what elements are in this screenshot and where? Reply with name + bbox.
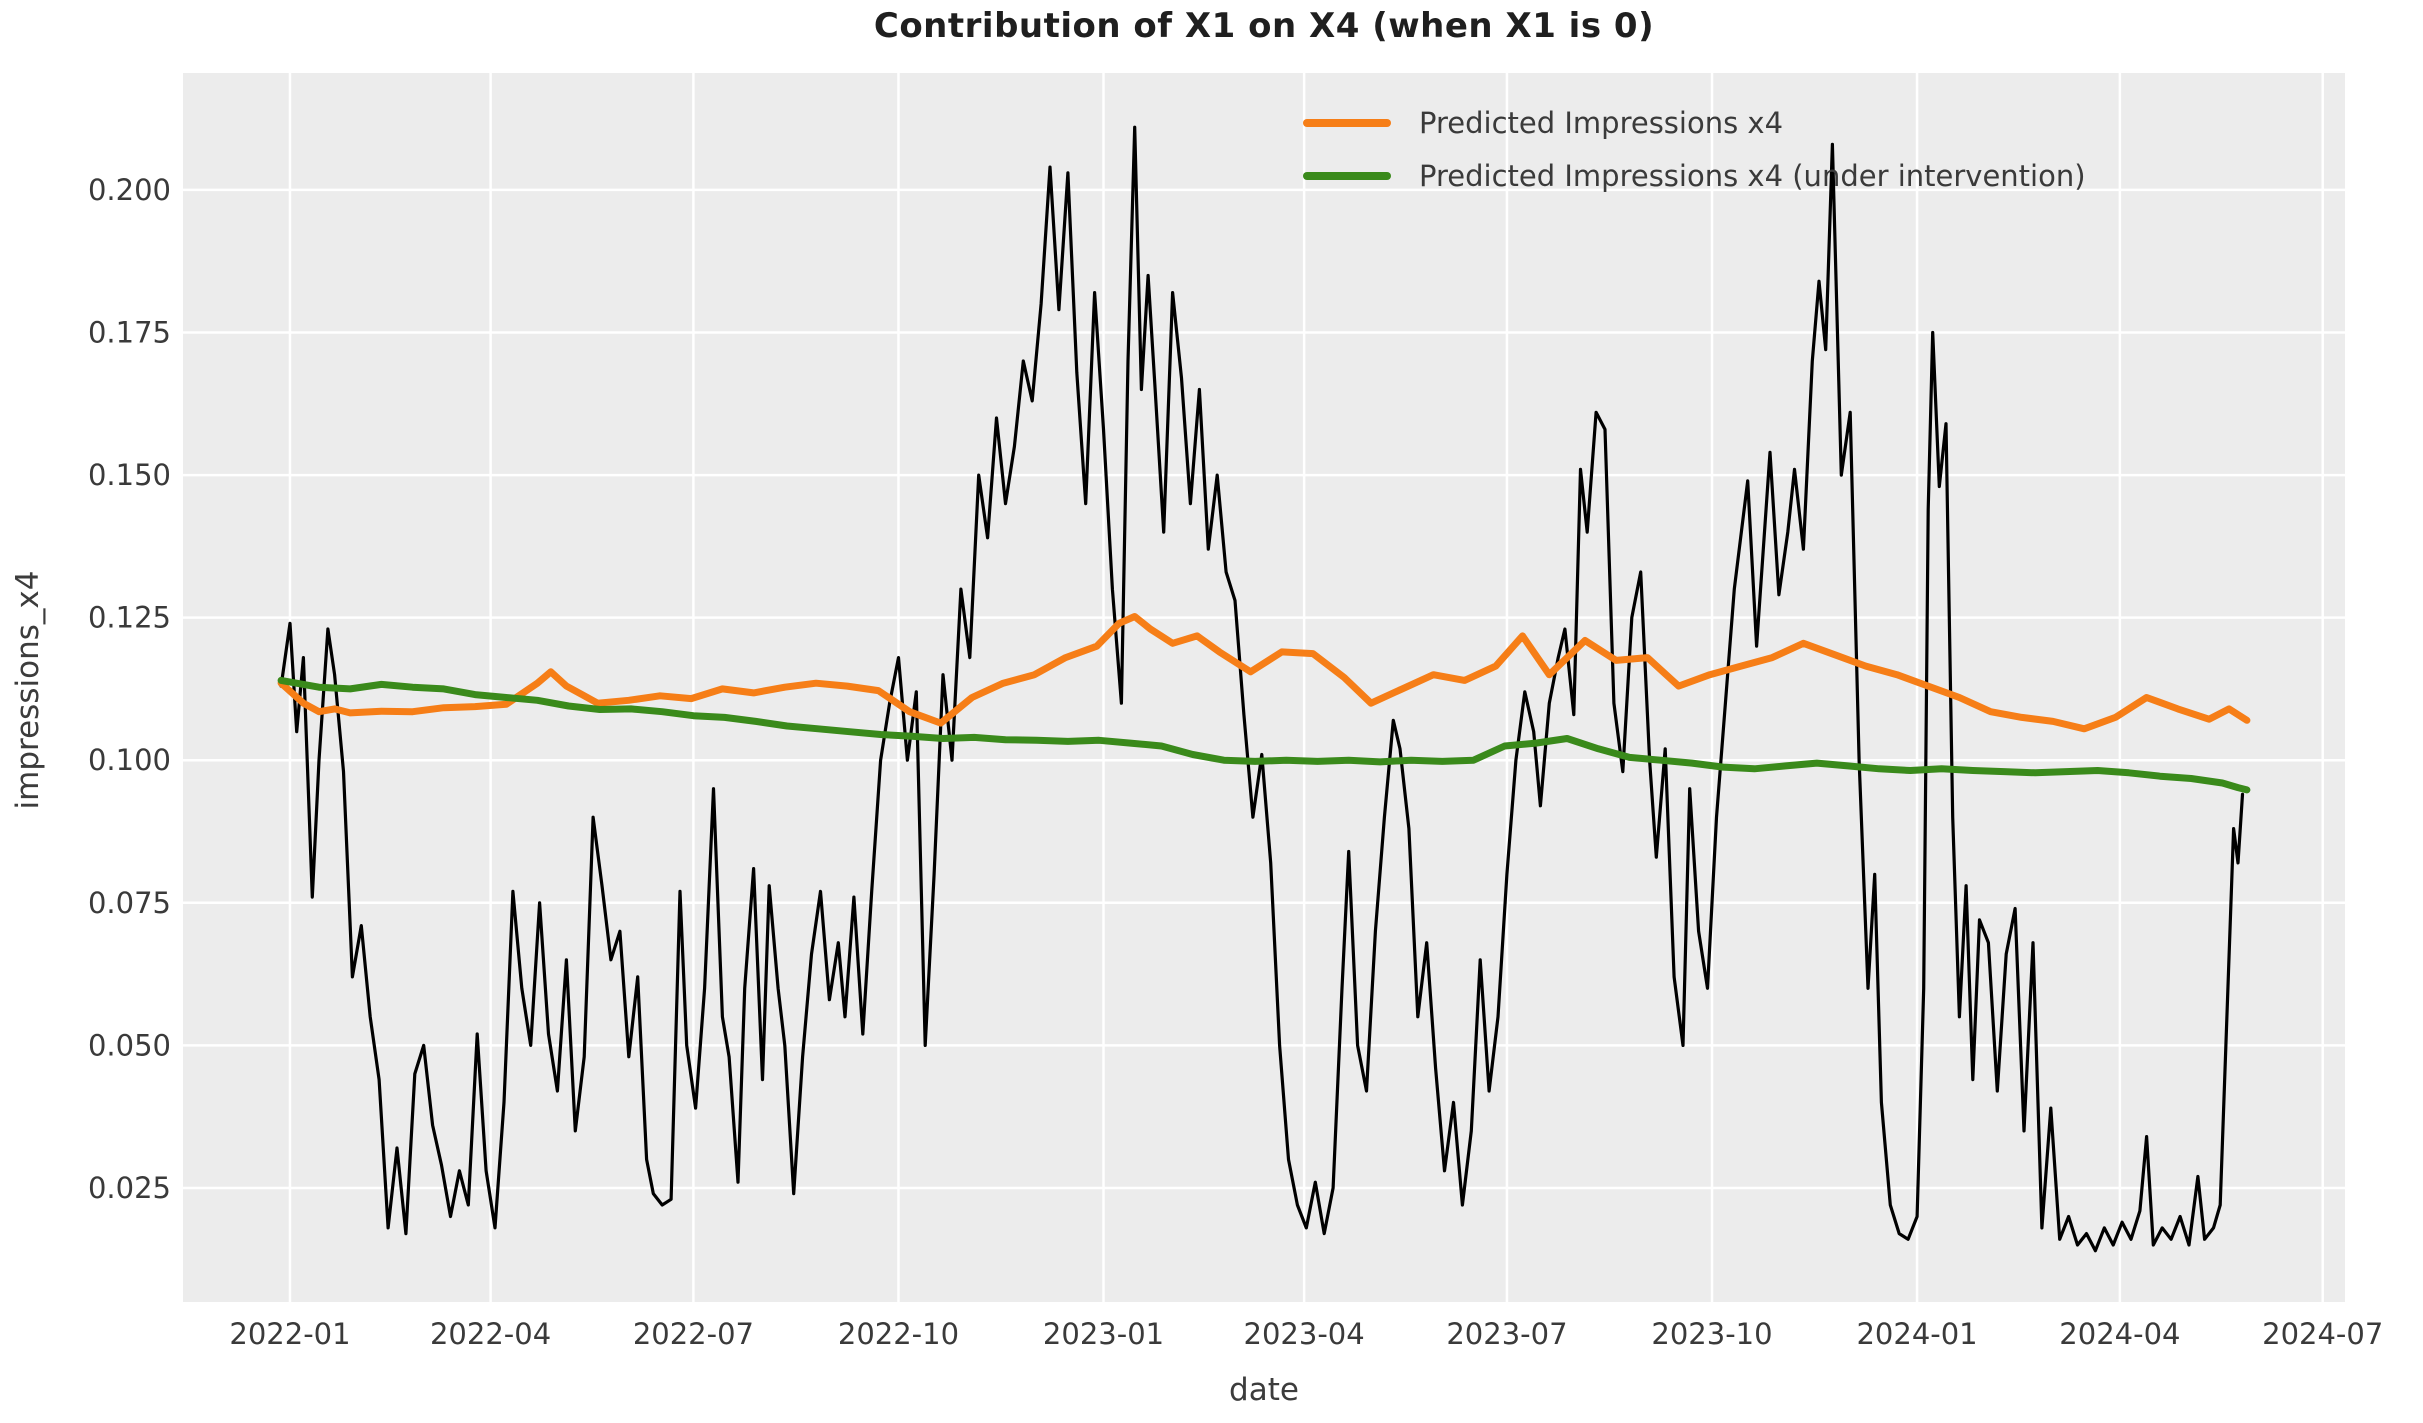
y-tick-label: 0.075 bbox=[88, 886, 171, 920]
series-line-actual bbox=[279, 125, 2245, 1253]
legend: Predicted Impressions x4 Predicted Impre… bbox=[1303, 96, 2086, 202]
chart-title: Contribution of X1 on X4 (when X1 is 0) bbox=[873, 6, 1655, 46]
x-tick-label: 2022-01 bbox=[229, 1317, 350, 1351]
x-tick-label: 2024-07 bbox=[2262, 1317, 2383, 1351]
y-tick-label: 0.050 bbox=[88, 1028, 171, 1062]
y-tick-label: 0.200 bbox=[88, 173, 171, 207]
x-tick-label: 2022-07 bbox=[633, 1317, 754, 1351]
x-tick-label: 2023-04 bbox=[1244, 1317, 1365, 1351]
series-line-predicted bbox=[277, 613, 2251, 733]
y-tick-label: 0.175 bbox=[88, 315, 171, 349]
legend-item-intervention: Predicted Impressions x4 (under interven… bbox=[1303, 149, 2086, 202]
x-tick-label: 2022-10 bbox=[838, 1317, 959, 1351]
y-tick-label: 0.150 bbox=[88, 458, 171, 492]
plot-area bbox=[183, 73, 2345, 1302]
y-tick-label: 0.025 bbox=[88, 1171, 171, 1205]
legend-label: Predicted Impressions x4 bbox=[1419, 105, 1784, 140]
x-tick-label: 2023-01 bbox=[1043, 1317, 1164, 1351]
series-line-intervention bbox=[277, 676, 2251, 794]
x-tick-label: 2023-10 bbox=[1651, 1317, 1772, 1351]
y-axis-label: impressions_x4 bbox=[10, 570, 46, 810]
y-tick-label: 0.100 bbox=[88, 743, 171, 777]
y-tick-label: 0.125 bbox=[88, 601, 171, 635]
legend-swatch-green bbox=[1303, 171, 1391, 180]
x-tick-label: 2024-01 bbox=[1856, 1317, 1977, 1351]
x-tick-label: 2022-04 bbox=[430, 1317, 551, 1351]
x-tick-label: 2024-04 bbox=[2059, 1317, 2180, 1351]
legend-swatch-orange bbox=[1303, 118, 1391, 127]
legend-label: Predicted Impressions x4 (under interven… bbox=[1419, 158, 2086, 193]
x-tick-label: 2023-07 bbox=[1446, 1317, 1567, 1351]
x-axis-label: date bbox=[1229, 1372, 1299, 1408]
legend-item-predicted: Predicted Impressions x4 bbox=[1303, 96, 2086, 149]
